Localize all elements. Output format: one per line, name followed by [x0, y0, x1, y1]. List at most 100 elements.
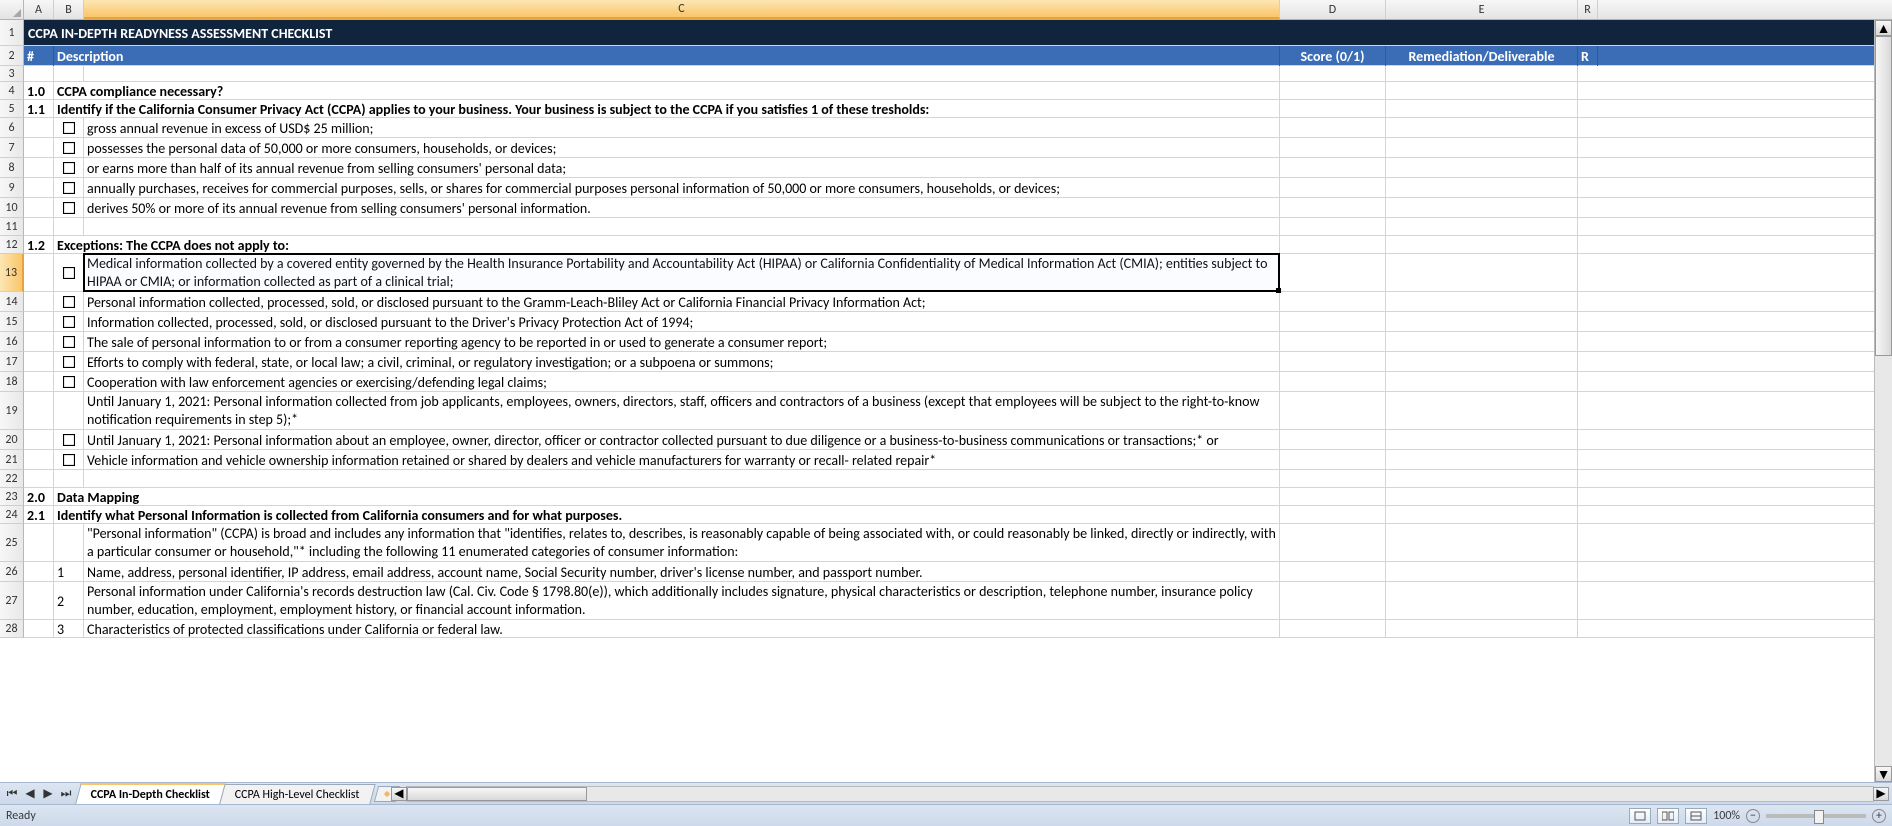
section-number[interactable]: 2.1	[24, 506, 54, 524]
cell-e[interactable]	[1386, 158, 1578, 178]
cell-e[interactable]	[1386, 66, 1578, 82]
row-header-21[interactable]: 21	[0, 450, 24, 470]
view-page-break-button[interactable]	[1685, 808, 1707, 824]
view-page-layout-button[interactable]	[1657, 808, 1679, 824]
section-title[interactable]: Exceptions: The CCPA does not apply to:	[54, 236, 1280, 254]
row-header-2[interactable]: 2	[0, 46, 24, 66]
cell-d[interactable]	[1280, 488, 1386, 506]
cell-a[interactable]	[24, 292, 54, 312]
cell-d[interactable]	[1280, 312, 1386, 332]
item-text[interactable]: "Personal information" (CCPA) is broad a…	[84, 524, 1280, 562]
zoom-out-button[interactable]: −	[1746, 809, 1760, 823]
item-text[interactable]: Information collected, processed, sold, …	[84, 312, 1280, 332]
cell-e[interactable]	[1386, 178, 1578, 198]
item-text[interactable]: Cooperation with law enforcement agencie…	[84, 372, 1280, 392]
sheet-tab[interactable]: CCPA In-Depth Checklist	[75, 783, 226, 804]
cell-d[interactable]	[1280, 430, 1386, 450]
cell-d[interactable]	[1280, 118, 1386, 138]
cell-a[interactable]	[24, 312, 54, 332]
cell-b[interactable]	[54, 218, 84, 236]
column-header-A[interactable]: A	[24, 0, 54, 19]
cell-e[interactable]	[1386, 524, 1578, 562]
cell-b[interactable]: 3	[54, 620, 84, 638]
cell-a[interactable]	[24, 352, 54, 372]
column-header-B[interactable]: B	[54, 0, 84, 19]
cell-d[interactable]	[1280, 332, 1386, 352]
title-cell[interactable]: CCPA IN-DEPTH READYNESS ASSESSMENT CHECK…	[24, 20, 1598, 46]
cell-d[interactable]	[1280, 236, 1386, 254]
cell-a[interactable]	[24, 158, 54, 178]
row-header-10[interactable]: 10	[0, 198, 24, 218]
cell-d[interactable]	[1280, 524, 1386, 562]
cell-d[interactable]	[1280, 292, 1386, 312]
cell-a[interactable]	[24, 392, 54, 430]
row-header-16[interactable]: 16	[0, 332, 24, 352]
cell-c[interactable]	[84, 218, 1280, 236]
cell-d[interactable]	[1280, 82, 1386, 100]
section-number[interactable]: 1.0	[24, 82, 54, 100]
cell-e[interactable]	[1386, 198, 1578, 218]
zoom-level[interactable]: 100%	[1713, 809, 1740, 823]
cell-d[interactable]	[1280, 506, 1386, 524]
vscroll-up-button[interactable]: ▲	[1875, 20, 1892, 36]
cell-b[interactable]	[54, 392, 84, 430]
cell-e[interactable]	[1386, 392, 1578, 430]
row-header-27[interactable]: 27	[0, 582, 24, 620]
cell-e[interactable]	[1386, 138, 1578, 158]
row-header-14[interactable]: 14	[0, 292, 24, 312]
section-number[interactable]: 1.1	[24, 100, 54, 118]
checkbox-cell[interactable]	[54, 312, 84, 332]
row-header-4[interactable]: 4	[0, 82, 24, 100]
section-number[interactable]: 2.0	[24, 488, 54, 506]
checkbox-cell[interactable]	[54, 372, 84, 392]
item-text[interactable]: gross annual revenue in excess of USD$ 2…	[84, 118, 1280, 138]
cell-d[interactable]	[1280, 352, 1386, 372]
cell-e[interactable]	[1386, 372, 1578, 392]
tab-nav-prev[interactable]: ◀	[22, 786, 38, 802]
cell-d[interactable]	[1280, 178, 1386, 198]
item-text[interactable]: Vehicle information and vehicle ownershi…	[84, 450, 1280, 470]
hdr-description[interactable]: Description	[54, 46, 1280, 66]
view-normal-button[interactable]	[1629, 808, 1651, 824]
cell-d[interactable]	[1280, 372, 1386, 392]
cell-b[interactable]: 1	[54, 562, 84, 582]
hdr-score[interactable]: Score (0/1)	[1280, 46, 1386, 66]
item-text[interactable]: Characteristics of protected classificat…	[84, 620, 1280, 638]
cell-d[interactable]	[1280, 582, 1386, 620]
cell-e[interactable]	[1386, 118, 1578, 138]
vertical-scrollbar[interactable]: ▲ ▼	[1874, 20, 1892, 782]
item-text[interactable]: possesses the personal data of 50,000 or…	[84, 138, 1280, 158]
checkbox-cell[interactable]	[54, 292, 84, 312]
row-header-3[interactable]: 3	[0, 66, 24, 82]
cell-a[interactable]	[24, 138, 54, 158]
cell-a[interactable]	[24, 620, 54, 638]
column-header-R[interactable]: R	[1578, 0, 1598, 19]
cell-e[interactable]	[1386, 562, 1578, 582]
vscroll-down-button[interactable]: ▼	[1875, 766, 1892, 782]
cell-d[interactable]	[1280, 138, 1386, 158]
cell-a[interactable]	[24, 470, 54, 488]
cell-a[interactable]	[24, 66, 54, 82]
item-text[interactable]: The sale of personal information to or f…	[84, 332, 1280, 352]
item-text[interactable]: or earns more than half of its annual re…	[84, 158, 1280, 178]
cell-d[interactable]	[1280, 450, 1386, 470]
cell-b[interactable]	[54, 66, 84, 82]
hdr-r[interactable]: R	[1578, 46, 1598, 66]
cell-b[interactable]: 2	[54, 582, 84, 620]
cell-b[interactable]	[54, 470, 84, 488]
checkbox-cell[interactable]	[54, 450, 84, 470]
row-header-20[interactable]: 20	[0, 430, 24, 450]
cell-e[interactable]	[1386, 488, 1578, 506]
cell-e[interactable]	[1386, 352, 1578, 372]
cell-a[interactable]	[24, 450, 54, 470]
cell-e[interactable]	[1386, 292, 1578, 312]
checkbox-cell[interactable]	[54, 138, 84, 158]
row-header-1[interactable]: 1	[0, 20, 24, 46]
vscroll-thumb[interactable]	[1875, 36, 1892, 356]
item-text[interactable]: Name, address, personal identifier, IP a…	[84, 562, 1280, 582]
cell-a[interactable]	[24, 430, 54, 450]
cell-e[interactable]	[1386, 332, 1578, 352]
cell-a[interactable]	[24, 332, 54, 352]
row-header-7[interactable]: 7	[0, 138, 24, 158]
row-header-22[interactable]: 22	[0, 470, 24, 488]
